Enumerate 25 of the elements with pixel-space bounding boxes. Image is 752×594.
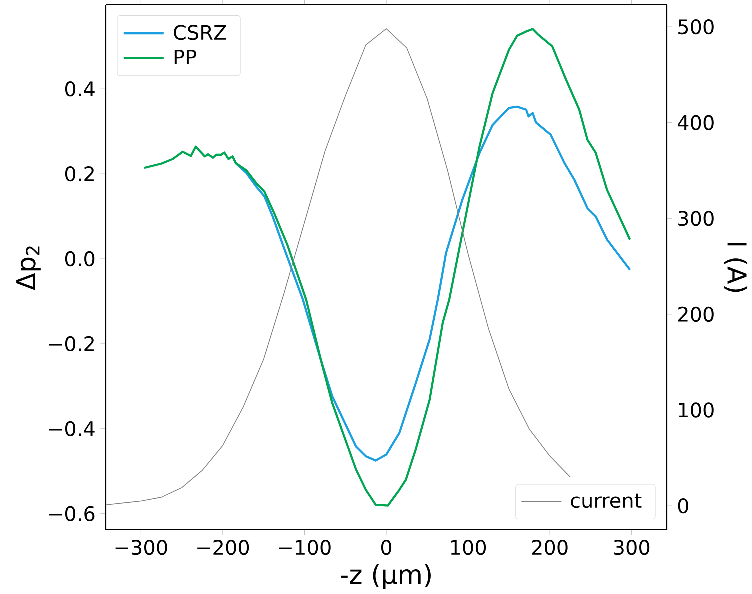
y-tick-label: 0.2: [65, 166, 94, 182]
y2-tick-label: 500: [678, 19, 714, 35]
x-tick-label: −200: [198, 540, 250, 556]
y2-tick-label: 400: [678, 115, 714, 130]
x-tick-label: 100: [451, 540, 486, 556]
y-tick-label: −0.2: [50, 336, 94, 352]
x-tick-label: 200: [532, 540, 568, 556]
y-axis-title: Δp$_{2}$: [16, 246, 41, 291]
y-tick-label: 0.4: [65, 82, 95, 97]
legend-label: PP: [174, 50, 196, 65]
y-tick-label: −0.4: [50, 421, 95, 436]
x-tick-label: −300: [116, 540, 168, 556]
y-tick-label: 0.0: [65, 251, 95, 267]
x-tick-label: 0: [381, 540, 392, 556]
legend-label: CSRZ: [174, 25, 226, 40]
y-tick-label: −0.6: [50, 506, 95, 522]
y2-axis-title: I (A): [724, 243, 748, 292]
x-tick-label: 300: [614, 540, 650, 556]
y2-tick-label: 0: [678, 498, 688, 514]
y2-tick-label: 100: [679, 402, 714, 418]
y2-tick-label: 300: [678, 211, 714, 226]
x-tick-label: −100: [279, 540, 331, 556]
x-axis-title: -z (μm): [341, 564, 431, 590]
legend-label: current: [571, 494, 642, 508]
y2-tick-label: 200: [678, 306, 714, 322]
